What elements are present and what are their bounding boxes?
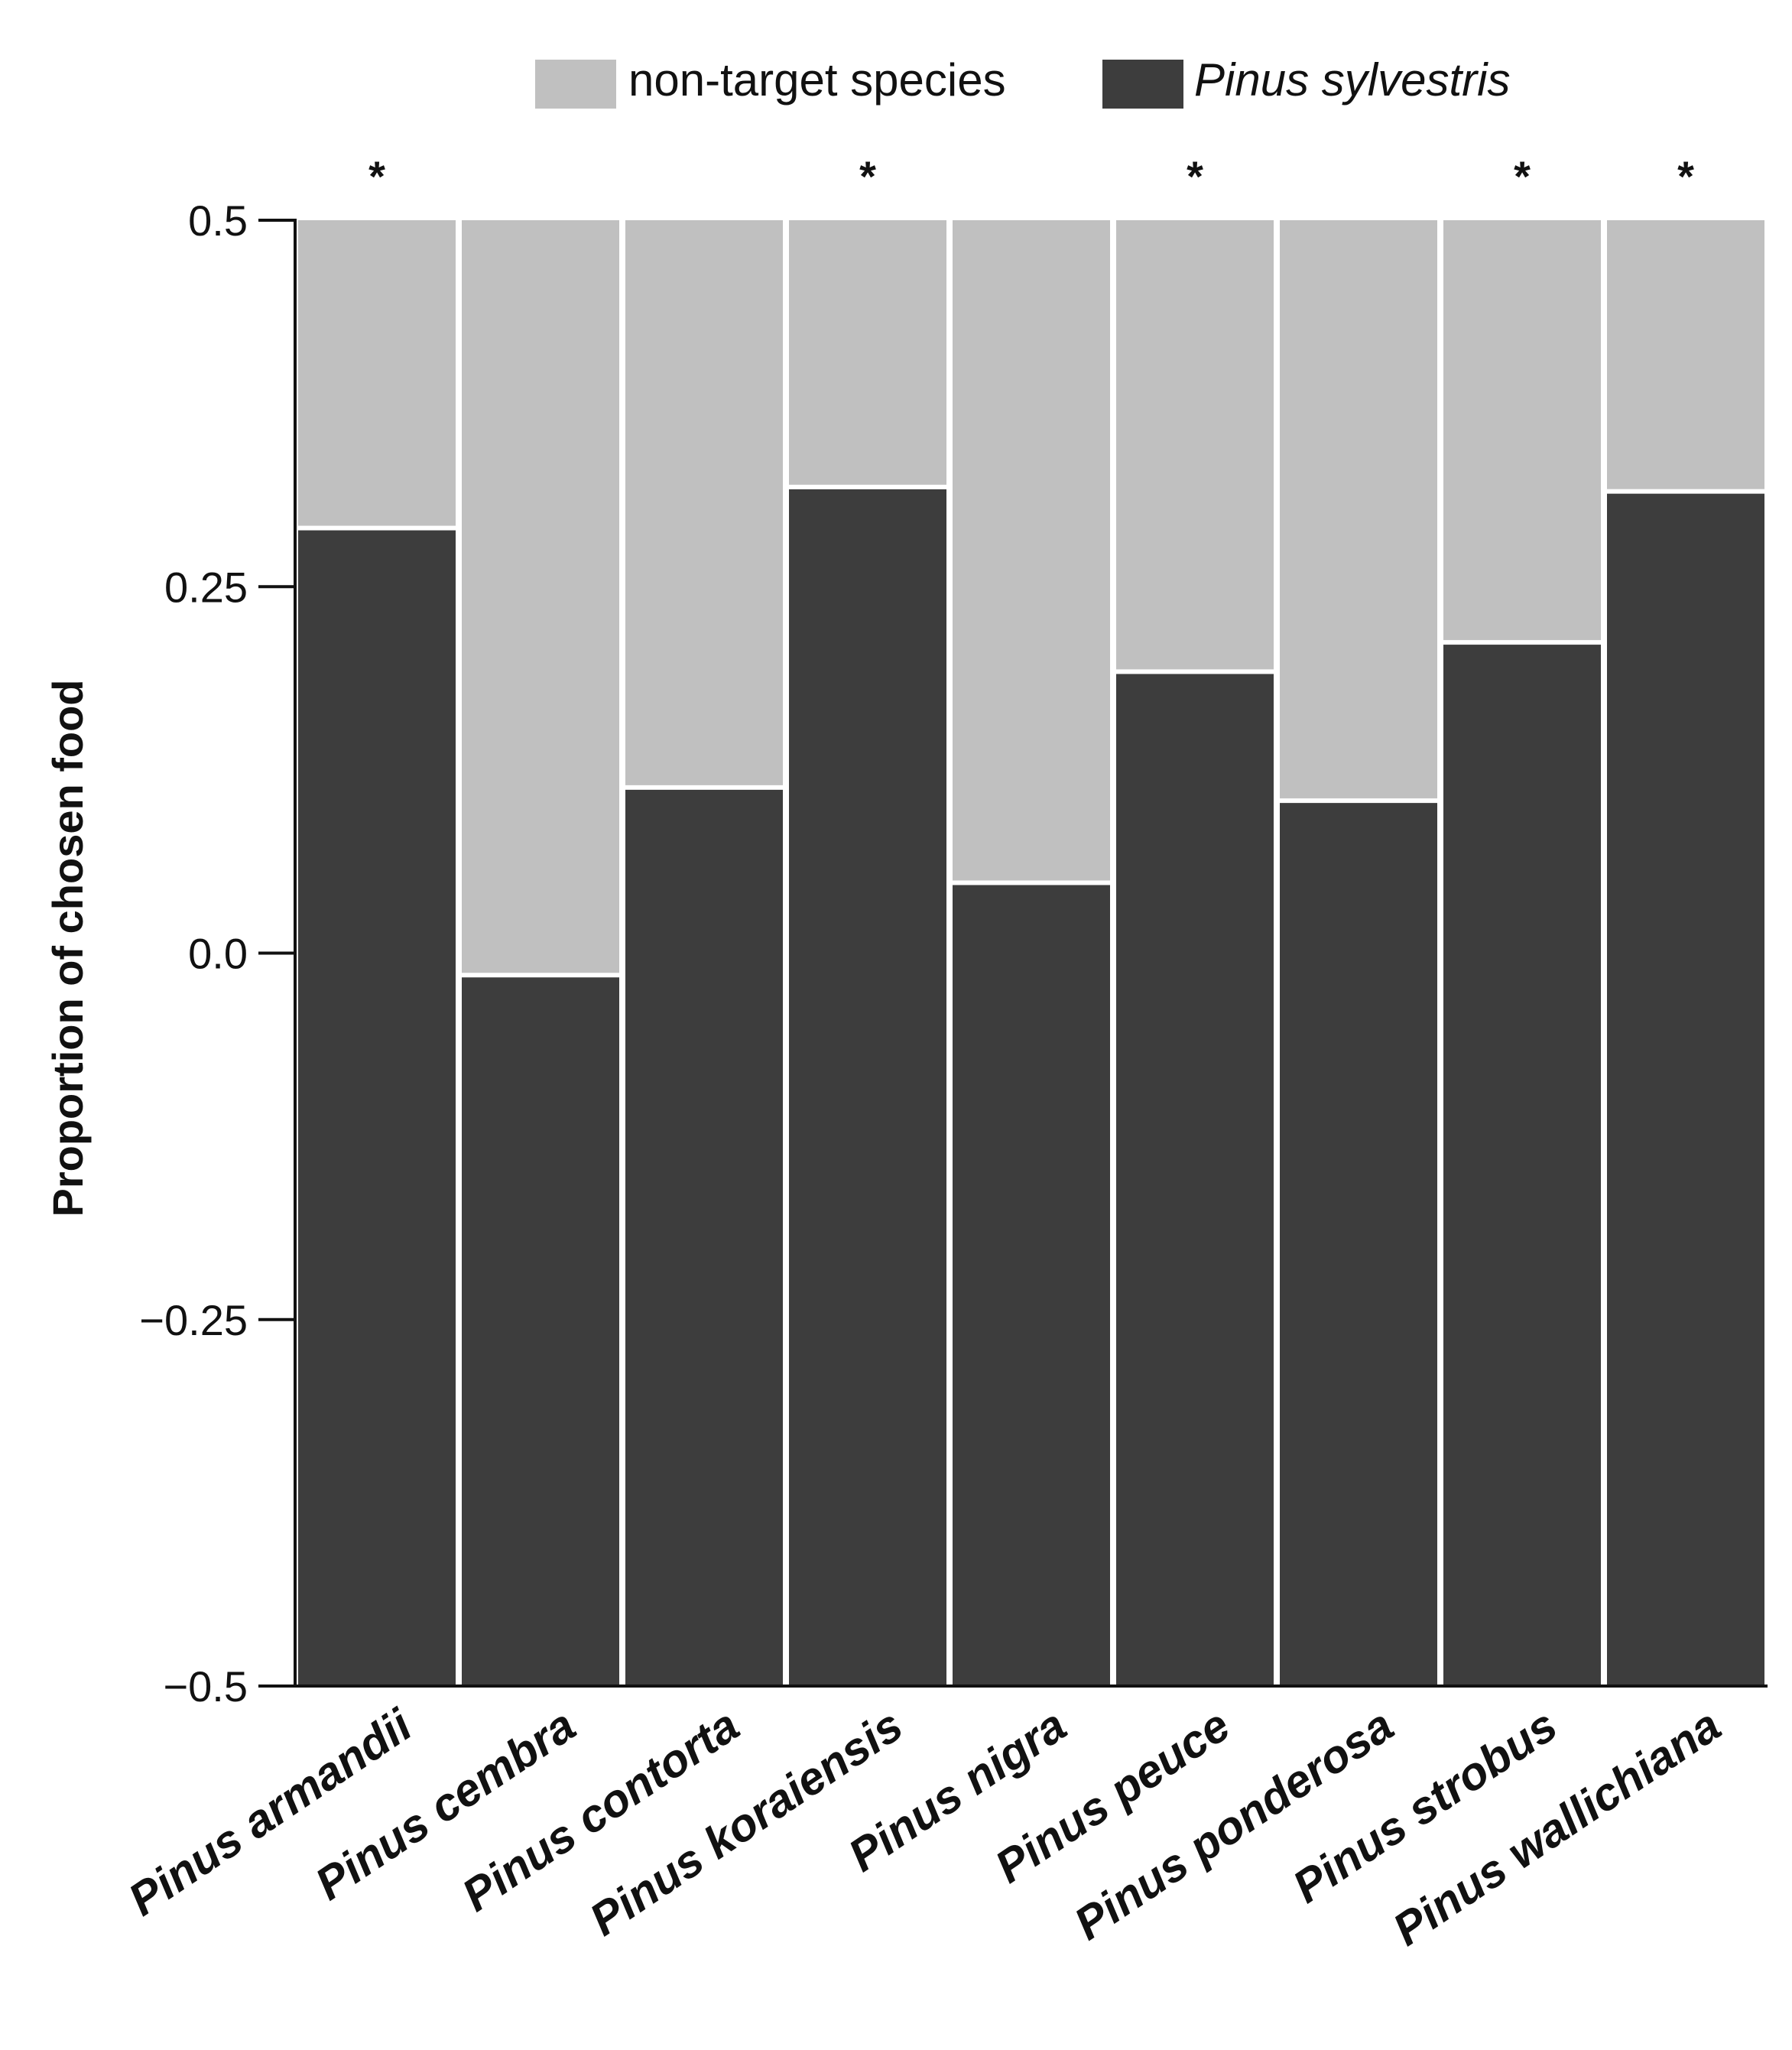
bar-non-target-species xyxy=(298,220,456,526)
bar-pinus-sylvestris xyxy=(298,530,456,1686)
significance-marks: * * * * * xyxy=(368,152,1694,200)
y-tick-label: 0.0 xyxy=(188,930,248,978)
x-tick-label: Pinus contorta xyxy=(453,1699,748,1921)
significance-mark: * xyxy=(1677,152,1694,200)
bar-pinus-sylvestris xyxy=(1443,645,1601,1687)
legend-label-non-target: non-target species xyxy=(628,54,1006,106)
significance-mark: * xyxy=(859,152,876,200)
significance-mark: * xyxy=(368,152,385,200)
y-axis-title: Proportion of chosen food xyxy=(44,679,92,1217)
significance-mark: * xyxy=(1514,152,1531,200)
x-tick-label: Pinus armandii xyxy=(119,1698,421,1925)
y-tick-label: −0.5 xyxy=(163,1662,248,1710)
bar-non-target-species xyxy=(625,220,783,785)
bar-pinus-sylvestris xyxy=(1116,674,1274,1686)
y-axis: 0.5 0.25 0.0 −0.25 −0.5 xyxy=(139,197,297,1710)
bar-pinus-sylvestris xyxy=(953,885,1110,1686)
legend-swatch-non-target xyxy=(535,60,616,109)
bar-non-target-species xyxy=(462,220,619,973)
bar-non-target-species xyxy=(1443,220,1601,641)
x-tick-label: Pinus koraiensis xyxy=(580,1699,911,1945)
significance-mark: * xyxy=(1187,152,1203,200)
bar-non-target-species xyxy=(1280,220,1437,799)
bar-pinus-sylvestris xyxy=(1280,803,1437,1686)
legend-swatch-pinus-sylvestris xyxy=(1102,60,1183,109)
y-tick-label: 0.5 xyxy=(188,197,248,245)
bar-non-target-species xyxy=(789,220,946,485)
legend: non-target species Pinus sylvestris xyxy=(535,54,1510,109)
bar-pinus-sylvestris xyxy=(462,977,619,1686)
bar-non-target-species xyxy=(1607,220,1764,489)
bars xyxy=(298,220,1764,1687)
legend-label-pinus-sylvestris: Pinus sylvestris xyxy=(1194,54,1510,106)
bar-pinus-sylvestris xyxy=(1607,493,1764,1686)
bar-non-target-species xyxy=(1116,220,1274,670)
y-tick-label: 0.25 xyxy=(164,563,248,611)
bar-pinus-sylvestris xyxy=(625,789,783,1686)
y-tick-label: −0.25 xyxy=(139,1296,248,1344)
bar-non-target-species xyxy=(953,220,1110,881)
bar-pinus-sylvestris xyxy=(789,489,946,1686)
